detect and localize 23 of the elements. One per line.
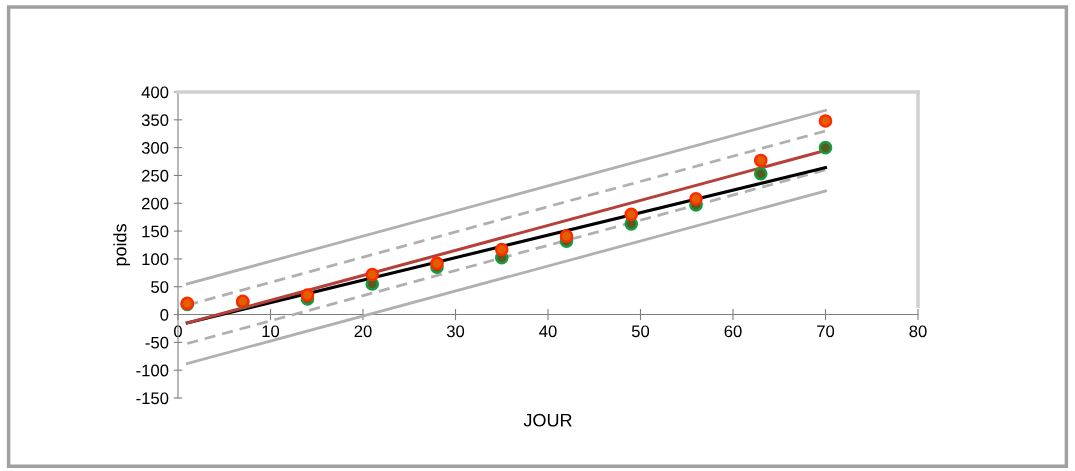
x-tick-label: 0 [174, 325, 182, 338]
x-tick-label: 50 [631, 325, 650, 338]
y-tick-label: 400 [141, 86, 169, 99]
y-tick-label: -50 [145, 336, 169, 349]
y-axis-title: poids [113, 224, 131, 266]
x-tick-label: 30 [446, 325, 465, 338]
x-tick-label: 10 [262, 325, 280, 338]
x-tick-label: 40 [539, 325, 557, 338]
x-tick-label: 70 [817, 325, 835, 338]
y-tick-label: 0 [160, 308, 169, 321]
y-tick-label: 300 [141, 142, 169, 154]
x-tick-label: 20 [354, 325, 372, 338]
y-tick-label: -100 [136, 364, 169, 377]
y-tick-label: 250 [142, 169, 169, 182]
y-tick-label: 150 [142, 225, 169, 238]
y-tick-label: -150 [136, 392, 169, 405]
x-tick-label: 80 [909, 325, 927, 338]
x-tick-label: 60 [724, 325, 742, 338]
x-axis-title: JOUR [523, 413, 572, 427]
y-tick-label: 350 [141, 114, 169, 127]
y-tick-label: 50 [151, 281, 169, 293]
y-tick-label: 100 [142, 253, 169, 266]
y-tick-label: 200 [142, 197, 169, 210]
